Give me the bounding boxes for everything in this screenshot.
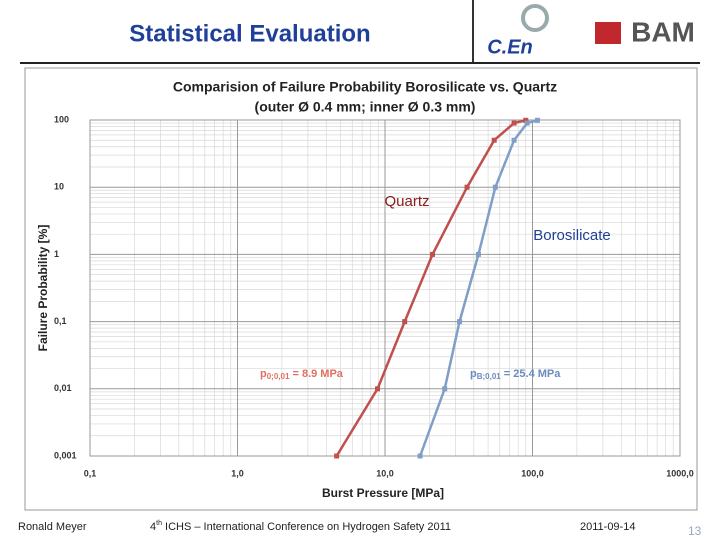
data-point bbox=[523, 117, 529, 123]
data-point bbox=[430, 251, 436, 257]
data-point bbox=[457, 319, 463, 325]
annotation-rest: = 8.9 MPa bbox=[289, 368, 343, 380]
data-point bbox=[402, 319, 408, 325]
data-point bbox=[464, 184, 470, 190]
y-tick-label: 100 bbox=[54, 114, 69, 124]
footer-event: 4th ICHS – International Conference on H… bbox=[150, 520, 451, 533]
y-axis-label: Failure Probability [%] bbox=[36, 225, 50, 352]
data-point bbox=[492, 184, 498, 190]
data-point bbox=[524, 120, 530, 126]
x-tick-label: 1000,0 bbox=[666, 468, 694, 478]
annotation-rest: = 25.4 MPa bbox=[501, 368, 562, 380]
data-point bbox=[511, 120, 517, 126]
series-line bbox=[418, 119, 538, 457]
logo-icon bbox=[521, 4, 549, 32]
annotation-main: p bbox=[470, 368, 477, 380]
event-rest: ICHS – International Conference on Hydro… bbox=[162, 521, 451, 533]
footer-author: Ronald Meyer bbox=[18, 521, 87, 533]
data-point bbox=[475, 251, 481, 257]
y-tick-label: 0,01 bbox=[54, 383, 72, 393]
series-label: Borosilicate bbox=[533, 227, 611, 244]
data-point bbox=[375, 386, 381, 392]
data-point bbox=[534, 117, 540, 123]
slide-title: Statistical Evaluation bbox=[129, 20, 370, 47]
annotation: p0;0,01 = 8.9 MPa bbox=[260, 368, 344, 381]
x-axis-label: Burst Pressure [MPa] bbox=[322, 486, 444, 500]
chart-subtitle: (outer Ø 0.4 mm; inner Ø 0.3 mm) bbox=[255, 99, 476, 115]
data-point bbox=[511, 137, 517, 143]
x-tick-label: 100,0 bbox=[521, 468, 544, 478]
x-tick-label: 1,0 bbox=[231, 468, 244, 478]
logo-bam-mark bbox=[595, 22, 621, 44]
data-point bbox=[491, 137, 497, 143]
y-tick-label: 0,001 bbox=[54, 450, 77, 460]
annotation: pB;0,01 = 25.4 MPa bbox=[470, 368, 561, 381]
x-tick-label: 0,1 bbox=[84, 468, 97, 478]
logo-cen: C.En bbox=[487, 36, 533, 58]
logo-bam: BAM bbox=[631, 16, 695, 47]
event-num: 4 bbox=[150, 521, 156, 533]
annotation-main: p bbox=[260, 368, 267, 380]
chart-title: Comparision of Failure Probability Boros… bbox=[173, 79, 557, 95]
y-tick-label: 10 bbox=[54, 182, 64, 192]
data-point bbox=[442, 386, 448, 392]
x-tick-label: 10,0 bbox=[376, 468, 394, 478]
event-sup: th bbox=[156, 520, 162, 527]
footer-date: 2011-09-14 bbox=[580, 521, 635, 533]
annotation-sub: 0;0,01 bbox=[267, 372, 290, 381]
series-line bbox=[335, 119, 527, 457]
annotation-sub: B;0,01 bbox=[477, 372, 502, 381]
page-number: 13 bbox=[688, 524, 702, 538]
series-label: Quartz bbox=[384, 193, 429, 210]
y-tick-label: 0,1 bbox=[54, 316, 67, 326]
data-point bbox=[417, 453, 423, 459]
y-tick-label: 1 bbox=[54, 249, 59, 259]
data-point bbox=[334, 453, 340, 459]
plot: 0,1 1,0 10,0 100,0 1000,0 0,001 0,01 0,1 1 10 100 Q… bbox=[54, 114, 694, 478]
